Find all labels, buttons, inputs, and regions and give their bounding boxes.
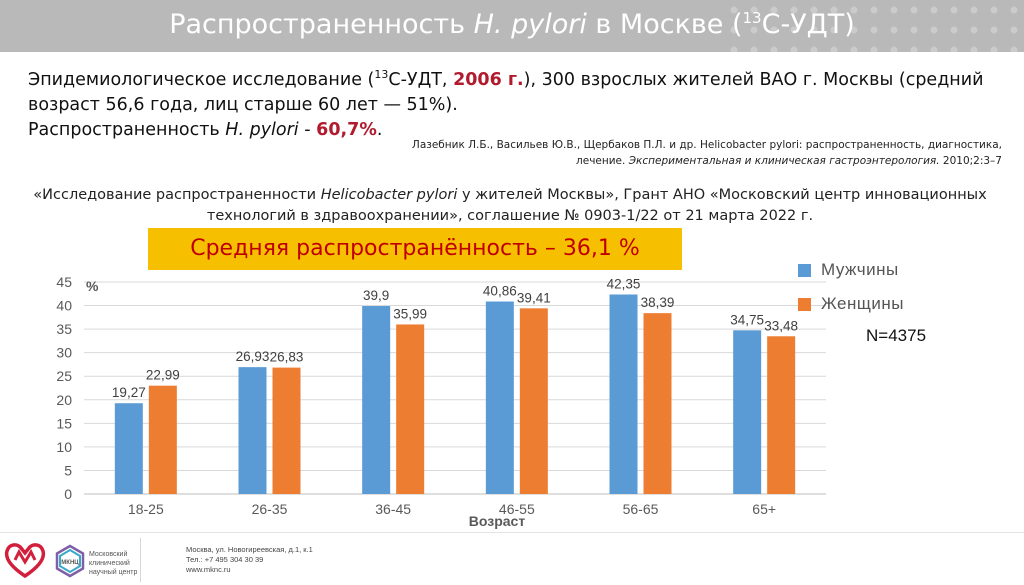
address: Москва, ул. Новогиреевская, д.1, к.1 — [186, 545, 313, 554]
y-tick-label: 35 — [56, 321, 72, 337]
slide-title: Распространенность H. pylori в Москве (1… — [169, 9, 855, 40]
footer-divider — [0, 532, 1024, 533]
bar-women — [643, 313, 672, 494]
data-label-men: 34,75 — [730, 312, 764, 327]
legend-swatch-women — [798, 297, 811, 311]
y-tick-label: 40 — [56, 298, 72, 314]
x-axis-label: Возраст — [469, 513, 526, 529]
x-tick-label: 26-35 — [252, 501, 288, 517]
logo-abbreviation: МКНЦ — [61, 560, 79, 566]
data-label-women: 39,41 — [517, 290, 551, 305]
prevalence-2006-value: 60,7% — [316, 119, 377, 140]
average-prevalence-text: Средняя распространённость – 36,1 % — [190, 236, 640, 261]
bar-women — [272, 367, 301, 494]
legend-item-women: Женщины — [798, 287, 904, 321]
y-tick-label: 10 — [56, 439, 72, 455]
title-bar-pattern — [724, 0, 1024, 52]
contacts: Москва, ул. Новогиреевская, д.1, к.1 Тел… — [186, 545, 313, 575]
phone: Тел.: +7 495 304 30 39 — [186, 555, 264, 564]
intro-line-1: Эпидемиологическое исследование (13С-УДТ… — [28, 68, 984, 90]
bar-men — [609, 294, 638, 494]
x-tick-label: 65+ — [752, 501, 776, 517]
legend-label-women: Женщины — [821, 294, 904, 313]
data-label-men: 40,86 — [483, 284, 517, 299]
data-label-women: 26,83 — [270, 350, 304, 365]
data-label-men: 39,9 — [363, 288, 389, 303]
intro-line-3: Распространенность H. pylori - 60,7%. — [28, 119, 383, 140]
bar-men — [362, 306, 391, 494]
grant-description: «Исследование распространенности Helicob… — [20, 185, 1000, 227]
bar-women — [148, 385, 177, 494]
x-tick-label: 18-25 — [128, 501, 164, 517]
title-bar — [0, 0, 1024, 52]
y-tick-label: 5 — [64, 462, 72, 478]
data-label-men: 19,27 — [112, 385, 146, 400]
data-label-women: 35,99 — [393, 306, 427, 321]
data-label-women: 33,48 — [764, 318, 798, 333]
y-tick-label: 25 — [56, 368, 72, 384]
bar-women — [519, 308, 548, 494]
y-axis-label: % — [86, 278, 99, 294]
study-year: 2006 г. — [453, 69, 524, 90]
grant-line-2: технологий в здравоохранении», соглашени… — [206, 208, 814, 224]
average-prevalence-banner: Средняя распространённость – 36,1 % — [148, 228, 682, 270]
bar-men — [485, 301, 514, 494]
legend-item-men: Мужчины — [798, 253, 904, 287]
x-tick-label: 56-65 — [623, 501, 659, 517]
y-tick-label: 0 — [64, 486, 72, 502]
x-tick-label: 46-55 — [499, 501, 535, 517]
sample-size: N=4375 — [866, 326, 927, 345]
bar-women — [396, 324, 425, 494]
y-tick-label: 15 — [56, 415, 72, 431]
bar-men — [238, 367, 267, 494]
bar-men — [114, 403, 143, 494]
website-link[interactable]: www.mknc.ru — [186, 565, 231, 574]
chart-legend: Мужчины Женщины — [798, 253, 904, 321]
y-tick-label: 20 — [56, 392, 72, 408]
data-label-men: 42,35 — [607, 276, 641, 291]
data-label-men: 26,93 — [236, 349, 270, 364]
mknc-hexagon-logo-icon: МКНЦ — [55, 544, 85, 578]
data-label-women: 38,39 — [641, 295, 675, 310]
y-tick-label: 45 — [56, 274, 72, 290]
heart-logo-icon — [4, 543, 46, 579]
legend-label-men: Мужчины — [821, 260, 899, 279]
data-label-women: 22,99 — [146, 368, 180, 383]
bar-women — [767, 336, 796, 494]
bar-men — [733, 330, 762, 494]
reference-citation: Лазебник Л.Б., Васильев Ю.В., Щербаков П… — [411, 139, 1002, 167]
logo-text: Московский клинический научный центр — [89, 551, 138, 576]
footer-separator — [140, 538, 141, 582]
y-tick-label: 30 — [56, 345, 72, 361]
x-tick-label: 36-45 — [375, 501, 411, 517]
legend-swatch-men — [798, 263, 811, 277]
intro-text: Эпидемиологическое исследование (13С-УДТ… — [28, 62, 1008, 143]
intro-line-2: возраст 56,6 года, лиц старше 60 лет — 5… — [28, 94, 458, 115]
grant-line-1: «Исследование распространенности Helicob… — [33, 187, 987, 203]
